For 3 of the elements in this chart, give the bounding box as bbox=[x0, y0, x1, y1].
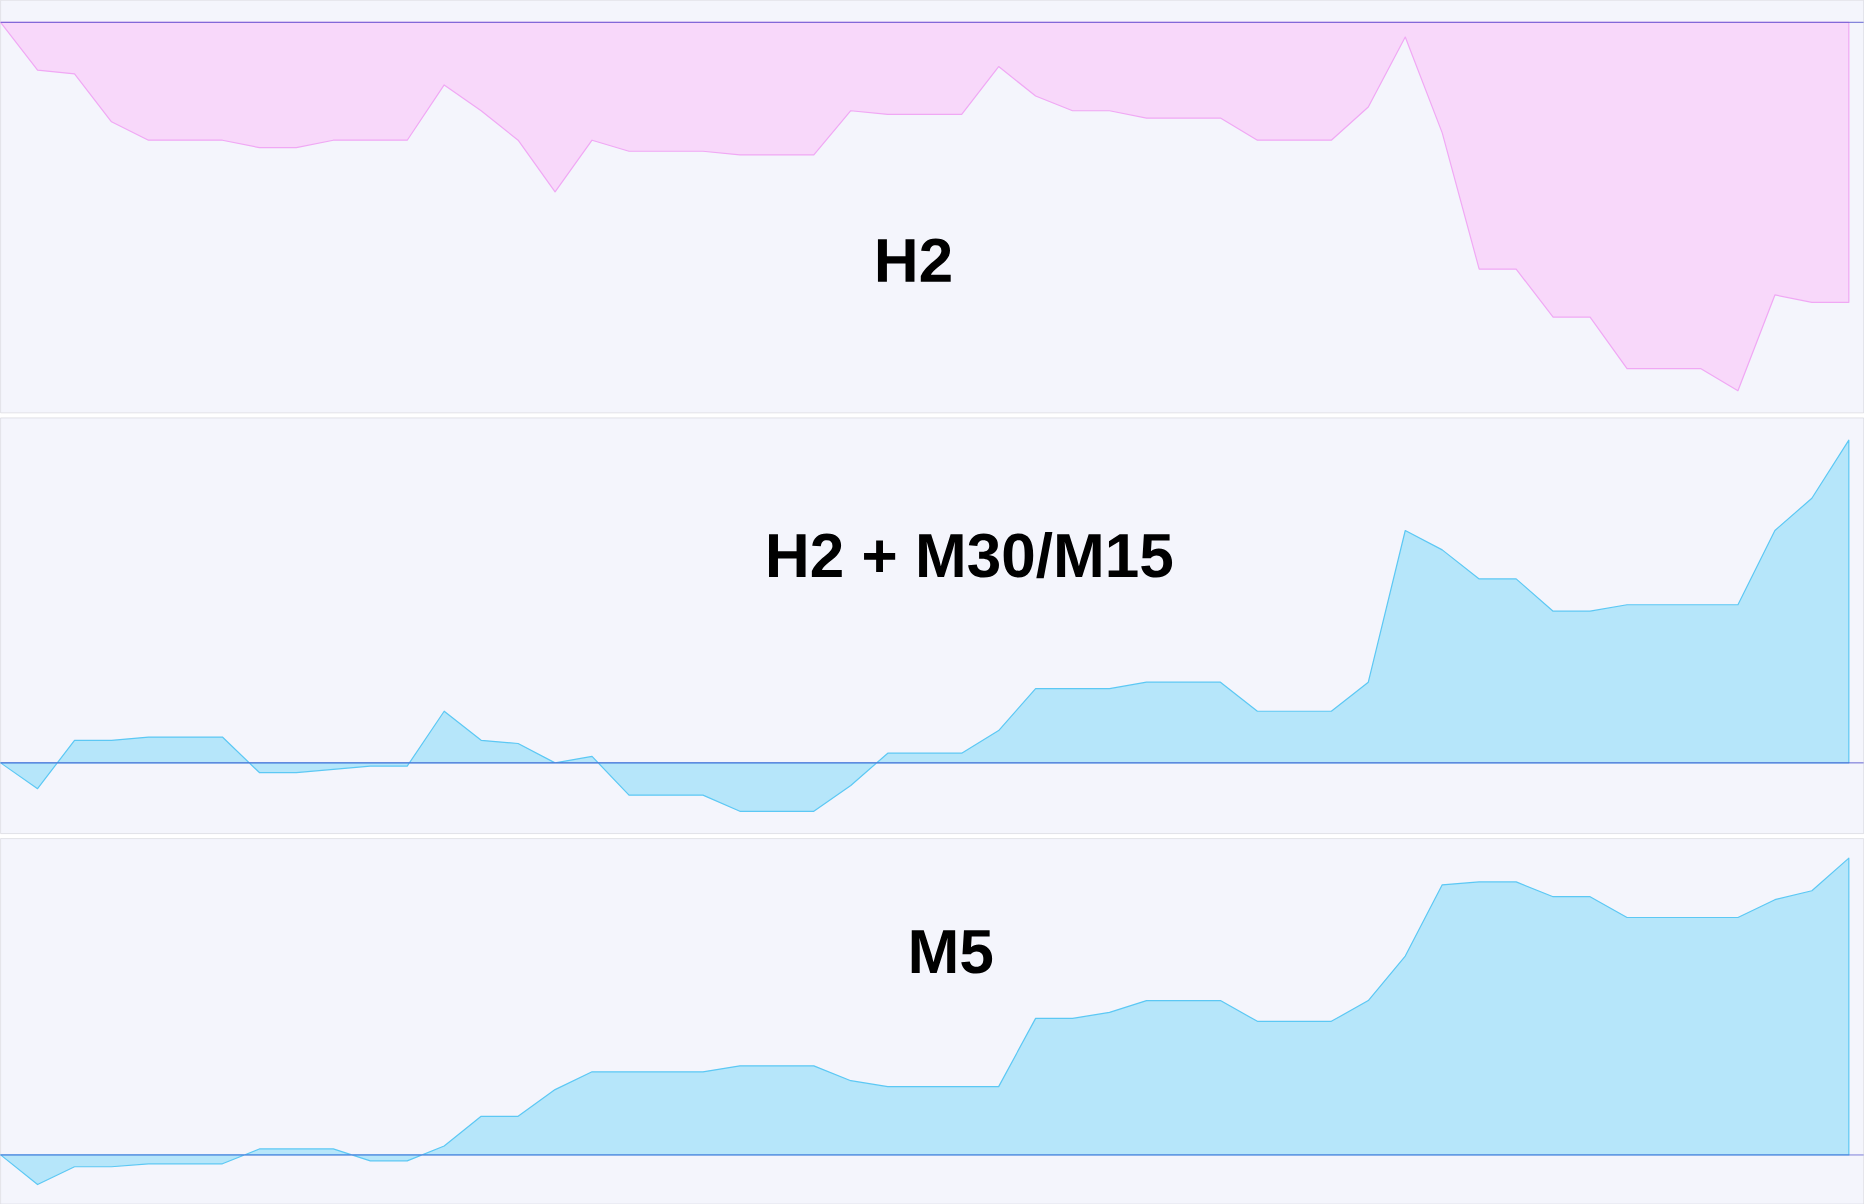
text: M5 bbox=[911, 930, 993, 974]
text: H2 + M30/M15 bbox=[769, 531, 1173, 579]
text: H2 bbox=[877, 238, 951, 282]
